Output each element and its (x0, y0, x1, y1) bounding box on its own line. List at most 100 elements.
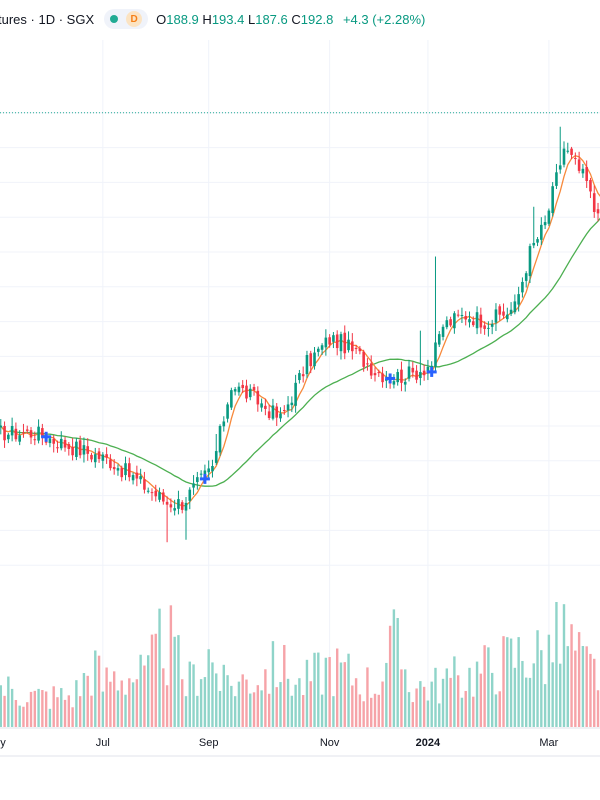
candle-body (22, 432, 25, 434)
candle (324, 329, 328, 356)
candle (169, 498, 173, 513)
volume-bar (430, 681, 433, 727)
volume-bar (525, 677, 528, 727)
candle (574, 152, 577, 165)
candle-body (173, 508, 176, 511)
candle (596, 202, 600, 222)
volume-bar (131, 682, 135, 727)
candle-body (574, 158, 577, 160)
candle-body (298, 373, 301, 381)
candle (82, 437, 86, 463)
candle (3, 421, 6, 448)
volume-bar (105, 667, 108, 727)
candle-body (131, 475, 135, 481)
candle (162, 488, 165, 505)
candle-body (422, 370, 426, 376)
candle-body (332, 335, 335, 342)
volume-bar (169, 605, 173, 727)
candle-body (275, 406, 279, 418)
volume-bar (362, 701, 365, 727)
candle (211, 459, 214, 478)
candle-body (93, 454, 97, 463)
volume-bar (392, 609, 396, 727)
ohlc-values: O188.9 H193.4 L187.6 C192.8 +4.3 (+2.28%… (156, 11, 426, 27)
candle-body (532, 242, 536, 246)
candle (52, 435, 55, 453)
volume-bar (566, 646, 569, 727)
volume-bar (218, 690, 222, 727)
candle (78, 435, 82, 459)
candle-body (426, 366, 430, 372)
candle-body (498, 306, 502, 315)
candle-body (162, 492, 165, 502)
candle (222, 416, 226, 432)
candle-body (562, 148, 566, 165)
candle (120, 465, 124, 482)
volume-bar (305, 659, 309, 727)
market-status-pill[interactable]: D (104, 9, 149, 29)
candle-body (199, 473, 203, 475)
candle (551, 182, 554, 217)
volume-bar (181, 679, 184, 727)
candle-body (120, 468, 124, 478)
delayed-data-badge: D (126, 11, 143, 27)
candle-body (124, 463, 127, 476)
candle-body (59, 438, 63, 449)
candle (475, 306, 479, 335)
candle-body (415, 370, 418, 380)
volume-bar (472, 696, 475, 727)
volume-bar (7, 676, 10, 727)
candle-body (150, 492, 154, 494)
candle (570, 146, 573, 160)
candle (366, 358, 369, 371)
ma-slow-series (0, 217, 600, 487)
candle-body (180, 502, 184, 510)
volume-bar (453, 656, 456, 727)
volume-bar (86, 675, 89, 727)
volume-bar (14, 700, 18, 727)
candle (252, 383, 256, 396)
volume-bar (124, 694, 127, 727)
candle (509, 302, 513, 317)
candle-body (116, 468, 120, 471)
candle-body (369, 363, 373, 376)
candle (230, 387, 233, 410)
candle (317, 346, 320, 357)
candle-body (56, 447, 59, 449)
candle (415, 365, 418, 384)
candle (177, 490, 180, 515)
candle-body (226, 404, 229, 419)
candle-body (41, 428, 44, 438)
volume-bar (82, 673, 86, 727)
volume-bar (256, 685, 260, 727)
candle (422, 364, 426, 381)
candle-body (233, 389, 237, 392)
volume-bar (162, 668, 165, 727)
volume-bar (203, 677, 207, 727)
candle (328, 334, 331, 348)
volume-bar (279, 682, 282, 727)
volume-bar (528, 677, 532, 727)
volume-bar (252, 692, 256, 727)
candle (581, 163, 585, 178)
candle-body (0, 425, 3, 428)
volume-bar (135, 679, 139, 727)
candle-body (286, 404, 290, 411)
candle-body (271, 405, 275, 419)
low-value: 187.6 (255, 11, 288, 27)
volume-bar (396, 617, 399, 727)
cross-v (430, 366, 434, 377)
volume-bar (245, 679, 248, 727)
candle-body (566, 150, 570, 152)
volume-bar (593, 658, 596, 727)
symbol-title[interactable]: tures · 1D · SGX (0, 11, 95, 27)
candle (143, 471, 146, 494)
candle (309, 350, 313, 374)
candle-body (139, 476, 142, 480)
candle-body (279, 413, 282, 419)
candle (362, 349, 365, 372)
time-axis-label: Sep (199, 737, 219, 749)
candle-body (464, 316, 468, 320)
volume-bar (75, 680, 78, 727)
